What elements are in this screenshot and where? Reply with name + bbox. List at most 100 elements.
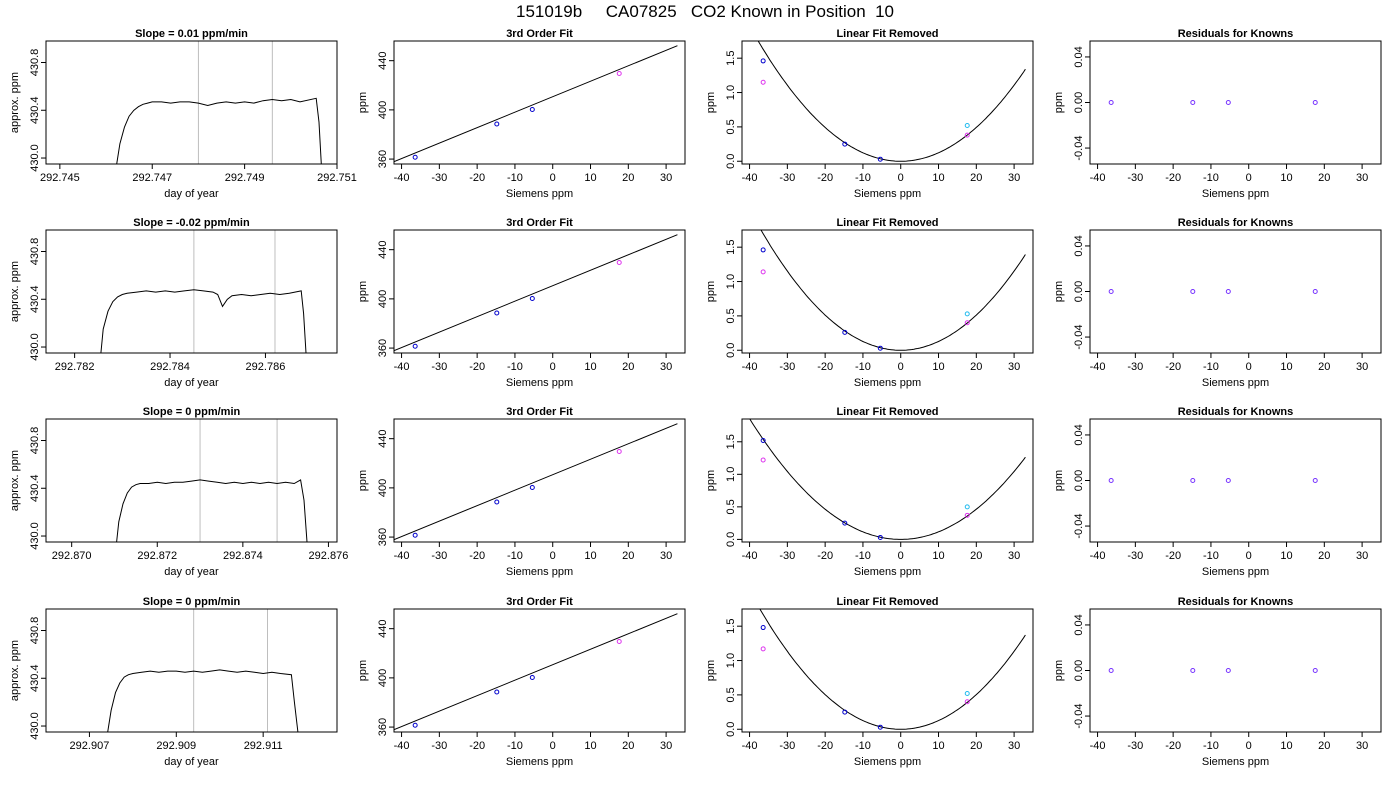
y-tick-label: 1.5 (725, 619, 737, 634)
plot-frame (45, 229, 338, 354)
x-tick-label: -40 (742, 172, 758, 184)
y-tick-label: 0.5 (725, 119, 737, 134)
y-axis-label: ppm (705, 660, 717, 681)
panel-title: Residuals for Knowns (1178, 28, 1294, 40)
x-tick-label: -20 (469, 361, 485, 373)
y-tick-label: 0.00 (1073, 470, 1085, 491)
fit-curve (757, 41, 1026, 162)
data-point-s1-4 (1312, 100, 1318, 105)
panel-row1-linear-removed: Linear Fit Removed -40 -30 -20 -10 0 10 20 30 0.0… (705, 28, 1034, 200)
plot-area (757, 41, 1026, 162)
y-tick-label: -0.04 (1073, 514, 1085, 539)
trace-line (107, 669, 299, 732)
x-tick-label: -30 (779, 172, 795, 184)
x-tick-label: -20 (469, 740, 485, 752)
data-point-s3-1 (964, 123, 970, 129)
x-tick-label: 0 (898, 740, 904, 752)
data-point-s1-2 (494, 689, 500, 695)
panel-row3-linear-removed: Linear Fit Removed -40 -30 -20 -10 0 10 20 30 0.0… (705, 406, 1034, 578)
data-point-s1-2 (842, 709, 848, 715)
data-point-s2-1 (616, 259, 622, 265)
fit-line (394, 613, 678, 731)
plot-area (107, 609, 299, 732)
data-point-s2-2 (964, 699, 970, 705)
x-tick-label: -40 (742, 740, 758, 752)
panel-title: 3rd Order Fit (506, 28, 573, 40)
panel-row4-linear-removed: Linear Fit Removed -40 -30 -20 -10 0 10 20 30 0.0… (705, 596, 1034, 768)
x-tick-label: 20 (622, 550, 634, 562)
x-tick-label: 30 (660, 550, 672, 562)
x-tick-label: -10 (1203, 172, 1219, 184)
panel-title: Linear Fit Removed (836, 596, 938, 608)
data-point-s2-2 (964, 132, 970, 138)
data-point-s1-2 (1190, 478, 1196, 483)
x-tick-label: -20 (817, 740, 833, 752)
panel-title: 3rd Order Fit (506, 596, 573, 608)
panel-title: Linear Fit Removed (836, 28, 938, 40)
y-axis-label: approx. ppm (9, 72, 21, 133)
x-tick-label: 0 (1246, 550, 1252, 562)
plot-area (394, 234, 678, 352)
x-tick-label: 0 (898, 361, 904, 373)
panel-row4-trace: Slope = 0 ppm/min 292.907 292.909 292.911 43… (9, 596, 338, 768)
x-tick-label: 10 (584, 361, 596, 373)
x-tick-label: 10 (584, 172, 596, 184)
x-tick-label: 30 (1008, 550, 1020, 562)
data-point-s1-3 (529, 296, 535, 302)
x-tick-label: -40 (394, 740, 410, 752)
plot-area (749, 419, 1026, 540)
x-tick-label: -40 (1090, 172, 1106, 184)
panel-row1-residuals: Residuals for Knowns -40 -30 -20 -10 0 10 20 30 -… (1053, 28, 1382, 200)
x-tick-label: 0 (550, 361, 556, 373)
y-axis-label: ppm (705, 281, 717, 302)
x-tick-label: 20 (1318, 740, 1330, 752)
plot-area (1108, 668, 1318, 673)
x-axis-label: Siemens ppm (854, 756, 921, 768)
data-point-s1-3 (1225, 668, 1231, 673)
data-point-s2-1 (616, 638, 622, 644)
plot-frame (45, 40, 338, 165)
x-tick-label: -10 (855, 361, 871, 373)
x-tick-label: -20 (817, 361, 833, 373)
x-tick-label: -20 (817, 172, 833, 184)
x-tick-label: -40 (394, 550, 410, 562)
x-tick-label: -10 (507, 740, 523, 752)
data-point-s2-2 (964, 512, 970, 518)
data-point-s1-1 (1108, 478, 1114, 483)
y-tick-label: 0.04 (1073, 614, 1085, 635)
plot-frame (741, 418, 1034, 543)
x-tick-label: 0 (898, 550, 904, 562)
x-tick-label: 30 (1356, 172, 1368, 184)
x-tick-label: -40 (394, 361, 410, 373)
x-tick-label: -20 (817, 550, 833, 562)
panel-title: Slope = -0.02 ppm/min (133, 217, 250, 229)
y-tick-label: 360 (377, 528, 389, 546)
data-point-s1-4 (1312, 478, 1318, 483)
x-tick-label: 0 (1246, 361, 1252, 373)
figure-title: 151019b CA07825 CO2 Known in Position 10 (516, 2, 894, 21)
x-tick-label: 30 (1356, 361, 1368, 373)
x-tick-label: -30 (431, 740, 447, 752)
y-tick-label: 0.00 (1073, 660, 1085, 681)
x-tick-label: -30 (779, 550, 795, 562)
y-tick-label: -0.04 (1073, 704, 1085, 729)
y-tick-label: 400 (377, 669, 389, 687)
x-tick-label: 10 (932, 172, 944, 184)
x-tick-label: 292.751 (317, 172, 357, 184)
y-axis-label: ppm (705, 470, 717, 491)
data-point-s1-4 (1312, 289, 1318, 294)
y-axis-label: ppm (705, 92, 717, 113)
x-tick-label: 292.745 (40, 172, 80, 184)
x-tick-label: -40 (742, 361, 758, 373)
x-axis-label: day of year (164, 566, 219, 578)
x-axis-label: Siemens ppm (854, 566, 921, 578)
x-tick-label: -10 (855, 550, 871, 562)
panel-title: Residuals for Knowns (1178, 596, 1294, 608)
data-point-s1-2 (494, 310, 500, 316)
x-tick-label: -30 (1127, 361, 1143, 373)
panel-title: 3rd Order Fit (506, 217, 573, 229)
x-axis-label: day of year (164, 377, 219, 389)
data-point-s1-3 (529, 675, 535, 681)
x-tick-label: 30 (1356, 740, 1368, 752)
